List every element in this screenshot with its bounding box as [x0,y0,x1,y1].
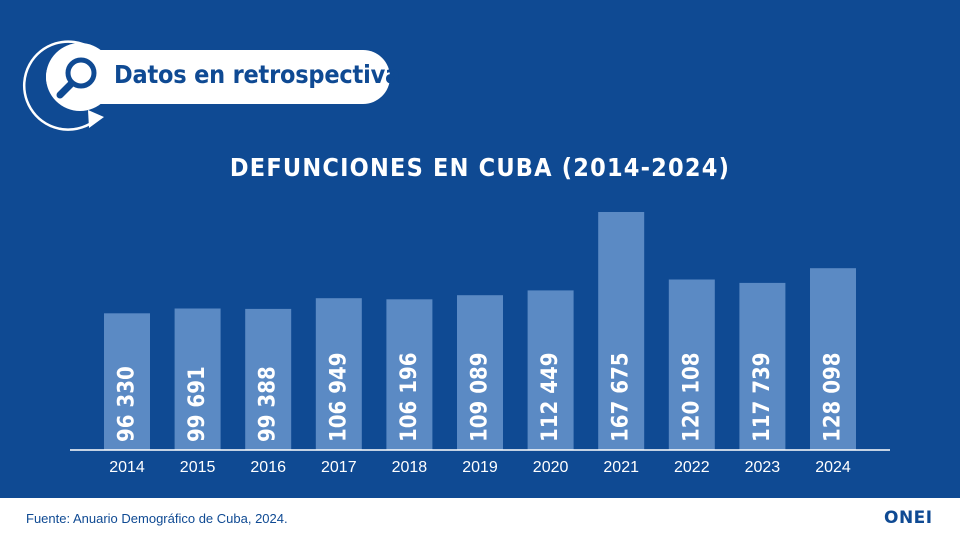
chart-title: DEFUNCIONES EN CUBA (2014-2024) [229,153,731,182]
x-tick-label-2018: 2018 [392,459,428,476]
source-note: Fuente: Anuario Demográfico de Cuba, 202… [26,511,288,526]
x-tick-label-2015: 2015 [180,459,216,476]
onei-logo: ONEI [884,508,933,528]
bar-2024 [810,268,856,450]
footer-bar: Fuente: Anuario Demográfico de Cuba, 202… [0,498,960,540]
value-label-2019: 109 089 [468,352,493,442]
x-tick-label-2019: 2019 [462,459,498,476]
x-tick-label-2021: 2021 [603,459,639,476]
bar-2020 [527,290,574,450]
bar-2021 [598,212,645,450]
bar-2019 [457,295,503,450]
value-label-2023: 117 739 [750,352,775,442]
header-title: Datos en retrospectiva [114,60,401,89]
bar-2023 [739,282,786,450]
value-label-2016: 99 388 [256,366,281,442]
bar-2015 [174,308,221,450]
x-tick-label-2017: 2017 [321,459,357,476]
bar-2018 [386,299,433,450]
x-tick-label-2024: 2024 [815,459,851,476]
value-label-2017: 106 949 [326,352,351,442]
value-label-2014: 96 330 [115,366,140,442]
bar-2016 [245,308,292,450]
bar-2014 [104,313,150,450]
x-tick-label-2016: 2016 [250,459,286,476]
value-label-2018: 106 196 [397,352,422,442]
badge-shape [22,40,390,131]
bar-chart: 96 330 2014 99 691 2015 99 388 2016 106 949 201… [70,212,890,476]
x-tick-label-2020: 2020 [533,459,569,476]
x-tick-label-2023: 2023 [745,459,781,476]
x-tick-label-2014: 2014 [109,459,145,476]
search-magnifier-icon [56,57,97,99]
x-tick-label-2022: 2022 [674,459,710,476]
bar-2022 [668,279,715,450]
value-label-2024: 128 098 [821,352,846,442]
value-label-2020: 112 449 [538,352,563,442]
value-label-2021: 167 675 [609,352,634,442]
value-label-2022: 120 108 [679,352,704,442]
bar-2017 [315,298,362,450]
header-badge: Datos en retrospectiva [0,0,400,135]
value-label-2015: 99 691 [185,366,210,442]
